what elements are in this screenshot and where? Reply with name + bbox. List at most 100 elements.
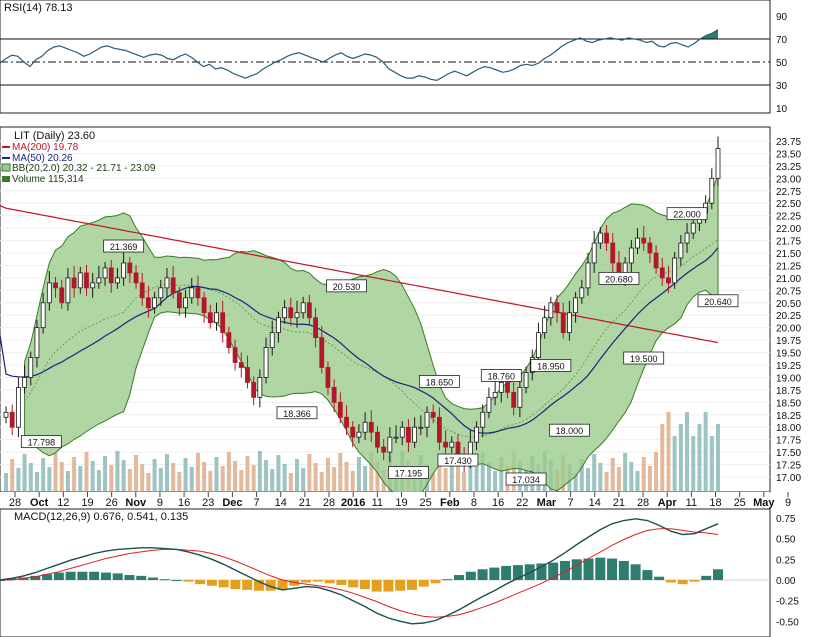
candle-body [387,436,393,453]
macd-hist-bar [430,580,441,584]
volume-bar [16,468,21,491]
price-tick-label: 17.25 [776,461,801,472]
price-tick-label: 23.25 [776,162,801,173]
volume-bar [4,473,8,491]
price-tick-label: 18.00 [776,423,801,434]
macd-hist-bar [418,580,429,587]
volume-bar [282,464,287,491]
volume-bar [53,453,58,491]
macd-hist-bar [65,571,76,580]
candle-body [300,302,306,314]
candle-body [579,287,585,299]
volume-bar [121,460,126,491]
candle-body [418,426,424,429]
rsi-panel: RSI(14) 78.13 90 70 50 30 10 [0,0,788,115]
rsi-tick-label: 90 [776,12,788,23]
annotation-label: 18.366 [283,409,311,419]
macd-hist-bar [548,562,559,580]
volume-bar [443,468,448,491]
macd-hist-bar [406,580,417,590]
price-tick-label: 19.25 [776,361,801,372]
x-tick-label: 26 [106,497,118,509]
macd-label: MACD(12,26,9) 0.676, 0.541, 0.135 [14,511,188,523]
annotation-box [276,406,318,420]
annotation-label: 21.369 [110,242,138,252]
volume-bar [437,459,442,491]
macd-hist-bar [148,577,159,580]
candle-body [511,391,517,408]
candle-body [15,386,21,428]
candle-body [709,177,715,204]
candle-body [282,307,288,319]
x-tick-label: Apr [658,497,678,509]
macd-hist-bar [42,574,53,580]
macd-tick-label: 0.75 [776,514,796,525]
annotation-box [666,207,708,221]
volume-bar [10,459,15,491]
candle-body [269,332,275,348]
macd-hist-bar [336,580,347,585]
rsi-line [0,29,719,82]
macd-signal-line [0,528,719,618]
candle-body [597,232,603,244]
volume-bar [189,467,194,491]
x-tick-label: 28 [9,497,21,509]
volume-bar [486,462,491,491]
x-tick-label: Dec [222,497,242,509]
volume-bar [134,455,139,491]
volume-bar [431,473,436,491]
volume-bar [257,451,262,491]
price-tick-label: 18.50 [776,398,801,409]
volume-bar [666,412,671,491]
annotation-label: 18.950 [537,361,565,371]
macd-tick-label: -0.25 [776,597,799,608]
candle-body [183,297,188,309]
x-tick-label: 12 [57,497,69,509]
macd-hist-bar [253,580,264,591]
candle-body [133,272,139,284]
candle-body [653,252,659,269]
candle-body [306,302,312,319]
candle-body [523,372,529,388]
ma50-line [0,247,719,434]
annotation-box [326,279,367,293]
volume-bar [468,458,473,491]
annotation-label: 18.000 [556,426,584,436]
x-tick-label: 7 [568,497,574,509]
volume-bar [233,461,238,491]
candle-body [90,282,96,289]
candle-body [604,232,609,244]
candle-body [263,347,269,378]
candle-body [145,297,151,309]
price-tick-label: 22.75 [776,187,801,198]
macd-hist-bar [230,580,241,590]
candle-body [115,277,120,284]
volume-bar [610,458,615,491]
x-tick-label: 25 [420,497,432,509]
annotation-box [20,435,62,449]
candle-body [505,382,510,393]
price-tick-label: 21.50 [776,249,801,260]
candle-body [449,441,455,448]
price-tick-label: 20.25 [776,311,801,322]
volume-bar [363,466,368,491]
annotation-label: 17.034 [512,475,540,485]
candle-body [319,337,325,368]
candle-body [276,317,281,334]
macd-hist-bar [477,569,488,580]
macd-hist-bar [53,572,64,580]
ma50-legend: MA(50) 20.26 [12,153,73,164]
macd-hist-bar [183,580,194,582]
macd-hist-bar [359,580,370,590]
candle-body [139,282,145,299]
volume-bar [462,472,467,491]
candle-body [480,411,486,428]
volume-bar [703,412,708,491]
volume-bar [691,436,696,491]
candle-body [356,431,362,438]
annotation-box [103,239,145,253]
macd-hist-bar [454,575,465,580]
x-axis: 28 Oct 12 19 26 Nov 9 16 23 Dec 7 14 21 28 2016 11 19 25 F… [0,492,791,510]
price-annotations: 17.798 21.369 18.366 20.530 17.195 18.650 17.4… [20,207,739,486]
